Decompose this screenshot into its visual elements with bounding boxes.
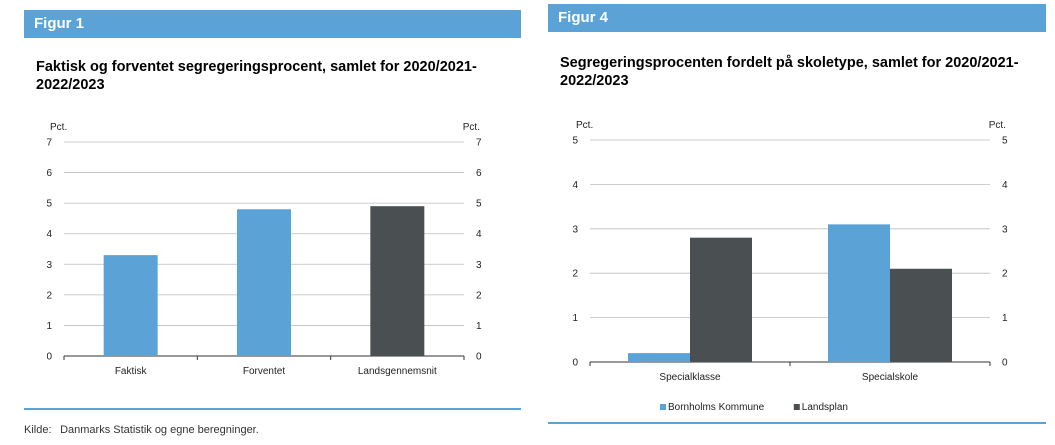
figure-4-bar-landsplan	[690, 237, 752, 362]
figure-4-ytick-left: 2	[572, 269, 578, 280]
figure-1-ytick-right: 0	[476, 352, 482, 363]
figure-1-ytick-right: 1	[476, 321, 482, 332]
figure-4-legend-label: Bornholms Kommune	[668, 402, 765, 413]
figure-4-xtick-label: Specialklasse	[659, 372, 721, 383]
figure-1-header-label: Figur 1	[34, 15, 85, 32]
figure-1-xtick-label: Landsgennemsnit	[358, 366, 437, 377]
figure-4-legend-swatch	[660, 404, 666, 410]
figure-4-ytick-right: 0	[1002, 358, 1008, 369]
figure-4-ytick-left: 3	[572, 224, 578, 235]
figure-4-ylabel-left: Pct.	[576, 120, 593, 131]
figure-1-ytick-left: 7	[46, 138, 52, 149]
figure-1-bottom-rule	[24, 408, 521, 410]
figure-4-ytick-left: 0	[572, 358, 578, 369]
figure-1-xtick-label: Forventet	[243, 366, 285, 377]
figure-1-ytick-left: 3	[46, 260, 52, 271]
figure-1-ytick-right: 4	[476, 229, 482, 240]
figure-4-legend-label: Landsplan	[802, 402, 848, 413]
figure-4-ytick-left: 1	[572, 313, 578, 324]
figure-1-ytick-left: 2	[46, 290, 52, 301]
figure-4-ytick-right: 5	[1002, 136, 1008, 147]
figure-1-ytick-right: 6	[476, 168, 482, 179]
figure-4-ylabel-right: Pct.	[989, 120, 1006, 131]
figure-4-ytick-left: 5	[572, 136, 578, 147]
figure-4-bar-bornholms-kommune	[628, 353, 690, 362]
figure-4-header-label: Figur 4	[558, 9, 609, 26]
figure-1-ytick-left: 0	[46, 352, 52, 363]
figure-1-ytick-left: 1	[46, 321, 52, 332]
figure-1-ylabel-left: Pct.	[50, 122, 67, 133]
figure-4-bar-bornholms-kommune	[828, 224, 890, 362]
figure-1-title: Faktisk og forventet segregeringsprocent…	[36, 59, 477, 93]
figure-4-bar-landsplan	[890, 268, 952, 362]
figure-1-ytick-left: 4	[46, 229, 52, 240]
figure-1-chart: Pct. Pct. 0 0 1 1 2 2 3 3 4 4 5 5 6 6 7 7 Faktisk Forventet…	[46, 122, 482, 377]
figure-4-ytick-right: 3	[1002, 224, 1008, 235]
figure-4-legend-swatch	[793, 404, 800, 410]
figure-4-xtick-label: Specialskole	[862, 372, 919, 383]
figure-1-ytick-right: 5	[476, 199, 482, 210]
figure-4-ytick-left: 4	[572, 180, 578, 191]
figure-1-ytick-right: 3	[476, 260, 482, 271]
figure-1-ytick-left: 5	[46, 199, 52, 210]
figure-4-chart: Pct. Pct. 0 0 1 1 2 2 3 3 4 4 5 5 Specialklasse Special…	[572, 120, 1008, 413]
figure-1-header: Figur 1	[24, 10, 521, 38]
figure-1-bar	[370, 206, 425, 356]
figure-4-bottom-rule	[548, 422, 1046, 424]
figure-4-ytick-right: 4	[1002, 180, 1008, 191]
figure-4-ytick-right: 1	[1002, 313, 1008, 324]
source-note: Kilde: Danmarks Statistik og egne beregn…	[24, 424, 259, 436]
figure-1-ytick-left: 6	[46, 168, 52, 179]
figure-4-header: Figur 4	[548, 4, 1046, 32]
figure-4-title: Segregeringsprocenten fordelt på skolety…	[560, 55, 1019, 89]
figure-1-panel: Figur 1 Faktisk og forventet segregering…	[24, 10, 521, 410]
figure-4-ytick-right: 2	[1002, 269, 1008, 280]
figure-1-ylabel-right: Pct.	[463, 122, 480, 133]
figure-1-bar	[237, 209, 291, 356]
figure-1-ytick-right: 2	[476, 290, 482, 301]
figure-4-panel: Figur 4 Segregeringsprocenten fordelt på…	[548, 4, 1046, 424]
figure-1-xtick-label: Faktisk	[115, 366, 148, 377]
figure-1-ytick-right: 7	[476, 138, 482, 149]
figure-1-bar	[103, 255, 158, 356]
